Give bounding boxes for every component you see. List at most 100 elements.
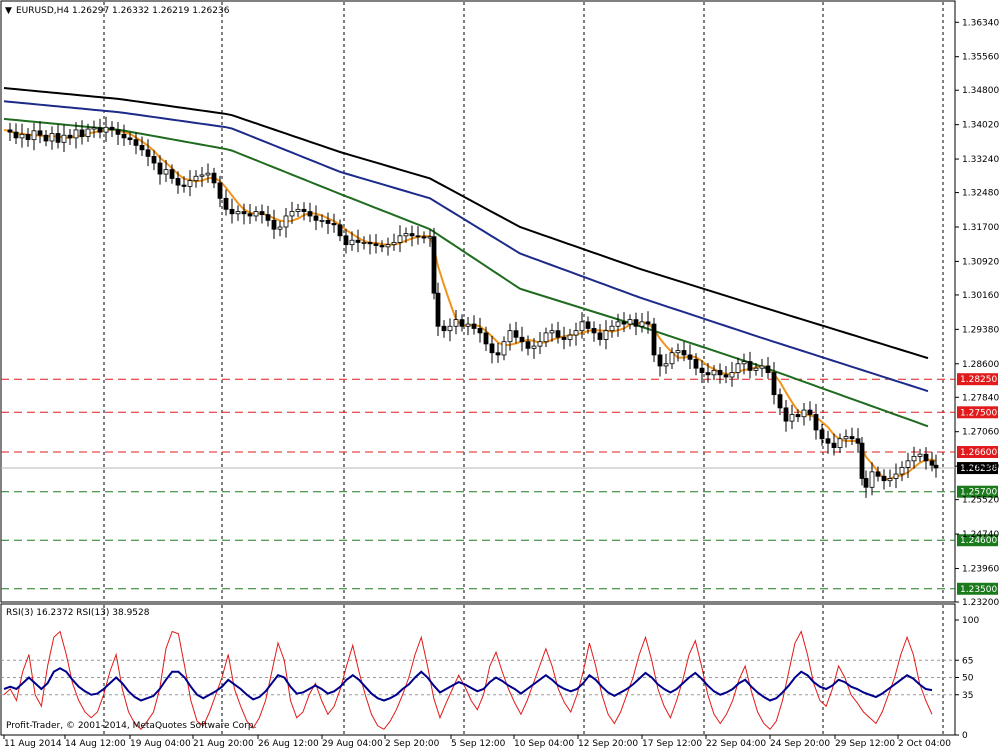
bear-candle xyxy=(483,332,489,345)
bear-candle xyxy=(561,336,567,340)
bear-candle xyxy=(25,133,31,141)
bear-candle xyxy=(747,361,753,371)
bull-candle xyxy=(567,334,573,340)
bear-candle xyxy=(597,332,603,340)
rsi-level-label: 35 xyxy=(962,691,973,701)
bear-candle xyxy=(525,341,531,349)
price-tick-label: 1.26280 xyxy=(962,462,999,472)
bear-candle xyxy=(151,156,157,164)
bull-candle xyxy=(193,175,199,182)
bear-candle xyxy=(591,328,597,334)
bull-candle xyxy=(199,174,205,177)
bull-candle xyxy=(403,233,409,237)
bear-candle xyxy=(79,129,85,137)
bull-candle xyxy=(187,180,193,187)
bull-candle xyxy=(549,330,555,334)
bull-candle xyxy=(899,467,905,475)
ma-slow-black-line xyxy=(3,87,929,360)
current-price-box xyxy=(957,462,998,475)
price-tick-label: 1.27840 xyxy=(962,393,999,403)
price-tick-label: 1.25520 xyxy=(962,496,999,506)
bull-candle xyxy=(711,369,717,376)
bear-candle xyxy=(585,321,591,329)
bear-candle xyxy=(55,133,61,143)
time-tick-label: 11 Aug 2014 xyxy=(4,739,62,749)
bull-candle xyxy=(911,456,917,462)
rsi-level-label: 50 xyxy=(962,674,974,684)
bear-candle xyxy=(313,215,319,221)
bear-candle xyxy=(929,460,935,466)
bear-candle xyxy=(875,471,881,477)
time-tick-label: 26 Aug 12:00 xyxy=(258,739,319,749)
price-tick-label: 1.31700 xyxy=(962,223,999,233)
price-tick-label: 1.35560 xyxy=(962,53,999,63)
bull-candle xyxy=(579,321,585,332)
price-axis: 1.36340 1.35560 1.34800 1.34020 1.33240 1.324… xyxy=(955,18,999,608)
price-tick-label: 1.34020 xyxy=(962,121,999,131)
bear-candle xyxy=(807,409,813,415)
bear-candle xyxy=(699,367,705,373)
rsi-panel-frame xyxy=(0,603,956,736)
bear-candle xyxy=(247,213,253,217)
bear-candle xyxy=(109,126,115,131)
bear-candle xyxy=(175,178,181,186)
bear-candle xyxy=(355,239,361,243)
bull-candle xyxy=(789,414,795,422)
rsi-level-label: 65 xyxy=(962,656,973,666)
symbol-header-arrow[interactable]: ▼ xyxy=(5,6,12,16)
bear-candle xyxy=(705,372,711,376)
bear-candle xyxy=(181,184,187,187)
time-tick-label: 29 Aug 04:00 xyxy=(322,739,383,749)
bull-candle xyxy=(277,226,283,230)
bear-candle xyxy=(441,325,447,332)
bull-candle xyxy=(31,130,37,141)
bull-candle xyxy=(73,129,79,139)
resistance-label-box xyxy=(957,373,998,386)
bull-candle xyxy=(801,409,807,418)
support-label: 1.25700 xyxy=(960,488,997,498)
bull-candle xyxy=(627,319,633,325)
candlesticks xyxy=(7,116,939,498)
bull-candle xyxy=(349,239,355,246)
copyright-text: Profit-Trader, © 2001-2014, MetaQuotes S… xyxy=(6,721,256,731)
bear-candle xyxy=(933,464,939,469)
bull-candle xyxy=(675,350,681,354)
rsi-header: RSI(3) 16.2372 RSI(13) 38.9528 xyxy=(6,608,150,618)
bull-candle xyxy=(531,345,537,349)
bear-candle xyxy=(415,235,421,238)
bear-candle xyxy=(621,321,627,325)
bull-candle xyxy=(735,363,741,373)
support-label: 1.23500 xyxy=(960,585,997,595)
bull-candle xyxy=(603,330,609,340)
rsi-level-label: 0 xyxy=(962,731,968,741)
bull-candle xyxy=(235,211,241,215)
bull-candle xyxy=(837,438,843,448)
bear-candle xyxy=(13,131,19,139)
bull-candle xyxy=(49,133,55,142)
bull-candle xyxy=(19,133,25,139)
bear-candle xyxy=(881,475,887,482)
bull-candle xyxy=(887,478,893,482)
bear-candle xyxy=(633,319,639,327)
bear-candle xyxy=(783,407,789,422)
price-tick-label: 1.33240 xyxy=(962,155,999,165)
bear-candle xyxy=(495,352,501,356)
price-tick-label: 1.24740 xyxy=(962,530,999,540)
bear-candle xyxy=(813,414,819,431)
horizontal-levels: 1.28250 1.27500 1.26600 1.25700 1.24600 1.235… xyxy=(1,373,998,595)
symbol-header: EURUSD,H4 1.26297 1.26332 1.26219 1.2623… xyxy=(16,6,230,16)
bull-candle xyxy=(843,436,849,440)
bear-candle xyxy=(133,139,139,146)
current-price-label: 1.26236 xyxy=(960,464,997,474)
support-label: 1.24600 xyxy=(960,536,997,546)
bull-candle xyxy=(283,215,289,228)
resistance-label: 1.27500 xyxy=(960,408,997,418)
bear-candle xyxy=(145,149,151,157)
bear-candle xyxy=(373,243,379,246)
bull-candle xyxy=(447,325,453,332)
bear-candle xyxy=(819,429,825,440)
ma-mid-navy-line xyxy=(3,100,929,393)
support-label-box xyxy=(957,582,998,595)
